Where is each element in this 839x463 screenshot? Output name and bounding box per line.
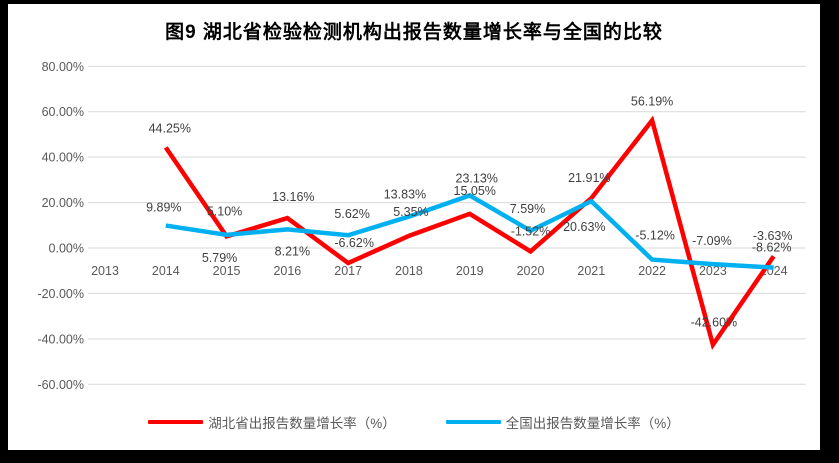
data-label-hubei-2018: 5.35% [393,205,428,219]
data-label-hubei-2022: 56.19% [631,94,673,108]
data-label-national-2015: 5.79% [202,251,237,265]
national-line-swatch [445,419,501,425]
x-axis-tick-label: 2013 [91,264,119,278]
data-label-national-2014: 9.89% [146,201,181,215]
data-label-hubei-2019: 15.05% [454,184,496,198]
series-line-hubei [163,115,776,351]
x-axis-tick-label: 2023 [699,264,727,278]
data-label-hubei-2014: 44.25% [149,122,191,136]
data-label-national-2021: 20.63% [563,220,605,234]
data-label-national-2023: -7.09% [692,234,732,248]
data-label-national-2022: -5.12% [635,229,675,243]
x-axis-tick-label: 2015 [213,264,241,278]
hubei-line-swatch [148,419,204,425]
legend-item-national: 全国出报告数量增长率（%） [445,412,680,432]
data-label-national-2017: 5.62% [334,207,369,221]
y-axis-tick-label: -20.00% [37,287,84,301]
data-label-hubei-2015: 5.10% [207,204,242,218]
data-label-national-2019: 23.13% [456,171,498,185]
data-label-national-2020: 7.59% [510,202,545,216]
legend-label-hubei: 湖北省出报告数量增长率（%） [208,416,396,431]
data-label-hubei-2017: -6.62% [334,236,374,250]
chart-title: 图9 湖北省检验检测机构出报告数量增长率与全国的比较 [165,22,663,43]
x-axis-tick-label: 2021 [577,264,605,278]
y-axis-tick-label: 0.00% [49,242,84,256]
y-axis-tick-label: 40.00% [42,151,84,165]
y-axis-tick-label: 60.00% [42,105,84,119]
data-label-national-2024: -8.62% [752,241,792,255]
x-axis-tick-label: 2016 [273,264,301,278]
data-label-hubei-2020: -1.52% [511,224,551,238]
y-axis-tick-label: 20.00% [42,196,84,210]
data-label-hubei-2024: -3.63% [753,229,793,243]
data-label-hubei-2021: 21.91% [568,171,610,185]
y-axis-tick-label: -40.00% [37,332,84,346]
legend-label-national: 全国出报告数量增长率（%） [505,416,680,431]
chart-background [8,4,820,450]
chart-legend: 湖北省出报告数量增长率（%） 全国出报告数量增长率（%） [8,412,820,432]
x-axis-tick-label: 2018 [395,264,423,278]
data-label-national-2018: 13.83% [384,188,426,202]
x-axis-tick-label: 2020 [517,264,545,278]
x-axis-tick-label: 2014 [152,264,180,278]
data-label-national-2016: 8.21% [275,244,310,258]
series-line-national [165,193,774,270]
data-label-hubei-2023: -42.60% [691,316,738,330]
y-axis-tick-label: -60.00% [37,378,84,392]
x-axis-tick-label: 2017 [334,264,362,278]
y-axis-tick-label: 80.00% [42,60,84,74]
data-label-hubei-2016: 13.16% [272,190,314,204]
x-axis-tick-label: 2022 [638,264,666,278]
x-axis-tick-label: 2019 [456,264,484,278]
legend-item-hubei: 湖北省出报告数量增长率（%） [148,412,396,432]
